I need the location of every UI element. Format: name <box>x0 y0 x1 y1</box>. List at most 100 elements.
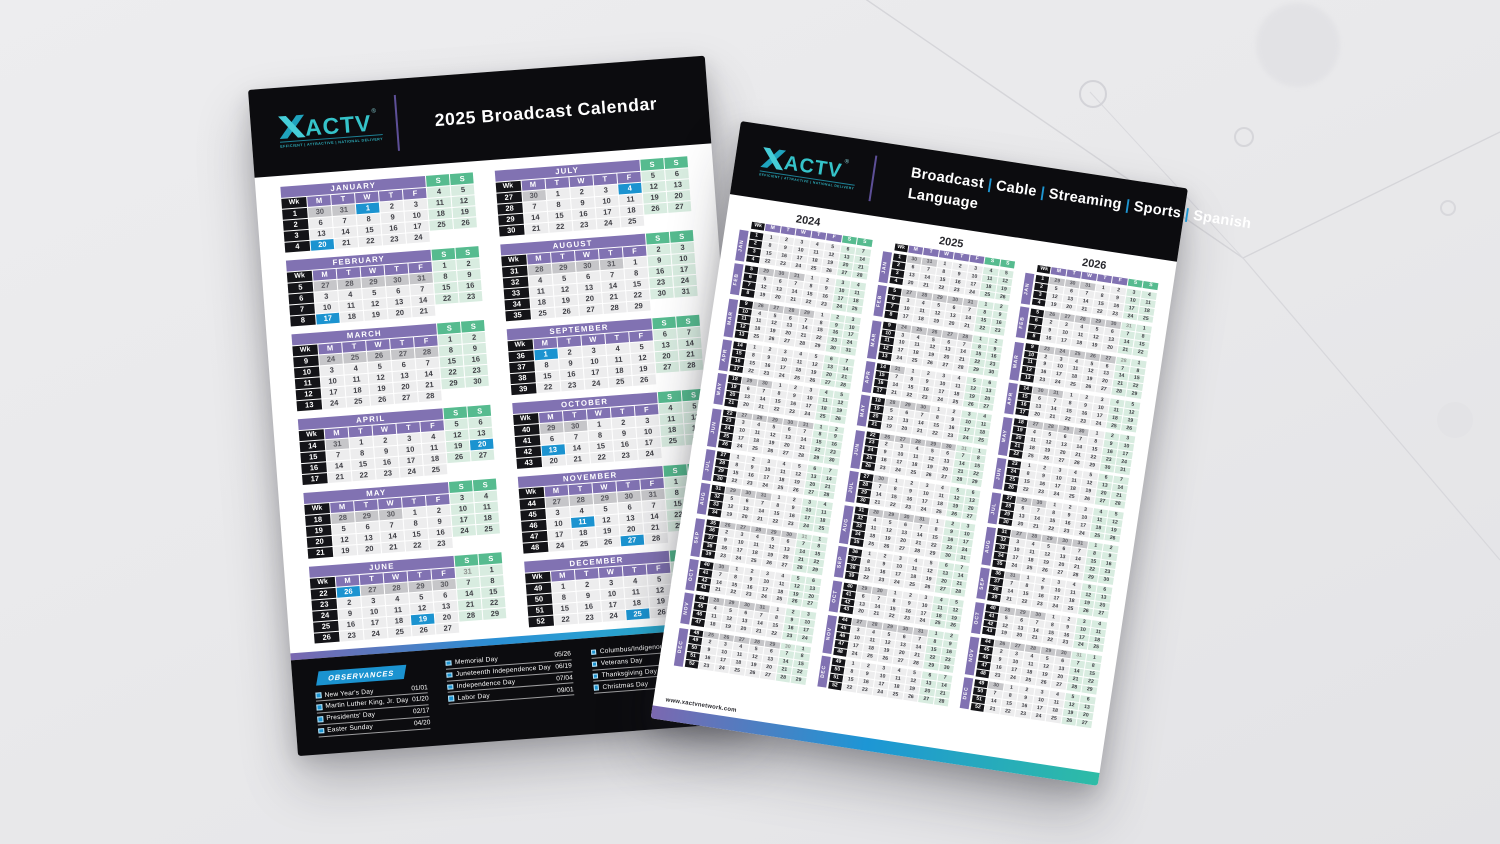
weekend-day-cell: 11 <box>475 501 499 514</box>
day-cell: 28 <box>568 494 593 507</box>
day-cell: 23 <box>989 326 1006 336</box>
weekend-day-cell: 24 <box>452 525 477 537</box>
day-cell: 15 <box>547 210 572 222</box>
day-cell: 12 <box>594 514 619 527</box>
day-cell: 25 <box>771 595 787 605</box>
day-cell: 25 <box>862 651 878 661</box>
day-cell: 25 <box>1065 380 1081 390</box>
day-cell: 22 <box>726 476 743 486</box>
holiday-square-icon <box>315 692 322 699</box>
day-cell: 21 <box>886 388 902 398</box>
weekend-day-cell: 4 <box>658 402 683 415</box>
weekend-day-cell: 31 <box>673 285 698 298</box>
day-cell: 6 <box>308 217 333 229</box>
day-cell: 31 <box>599 258 624 271</box>
weekend-day-cell: 25 <box>429 219 454 231</box>
week-number: 48 <box>832 647 847 657</box>
weekend-day-cell: 3 <box>450 492 474 504</box>
day-cell: 19 <box>364 309 388 321</box>
week-number: 21 <box>867 420 882 430</box>
day-cell: 24 <box>915 505 932 515</box>
day-cell: 21 <box>524 222 549 235</box>
day-cell: 16 <box>613 438 637 451</box>
day-cell: 24 <box>1030 712 1047 722</box>
day-cell: 28 <box>951 475 967 485</box>
empty-cell <box>442 389 466 401</box>
weekend-day-cell: 14 <box>677 337 702 350</box>
day-cell: 29 <box>808 454 824 464</box>
day-cell: 2 <box>611 416 636 429</box>
day-cell: 22 <box>358 235 383 248</box>
day-cell: 11 <box>624 586 648 599</box>
day-cell: 14 <box>380 530 405 543</box>
day-cell: 31 <box>325 438 350 451</box>
empty-cell <box>675 297 699 309</box>
day-cell: 25 <box>887 690 904 700</box>
month-table-april: APRIL S S Wk M T W T F 5 6 14 31 1 2 3 4 12 13 15 7 8 9 10 11 19 2… <box>297 404 496 486</box>
day-cell: 31 <box>640 488 665 501</box>
day-cell: 23 <box>874 464 891 474</box>
header-divider <box>868 155 878 202</box>
left-page-header: ACTV ® EFFICIENT | ATTRACTIVE | NATIONAL… <box>248 55 712 178</box>
day-cell: 1 <box>533 348 558 361</box>
weekday-header: T <box>780 226 796 236</box>
day-cell: 25 <box>530 307 555 320</box>
day-cell: 23 <box>613 449 638 462</box>
weekend-day-cell: 16 <box>648 265 673 278</box>
week-number: 17 <box>1015 407 1030 417</box>
day-cell: 25 <box>904 580 920 590</box>
day-cell: 19 <box>881 422 897 432</box>
day-cell: 25 <box>772 483 789 493</box>
day-cell: 27 <box>936 473 952 483</box>
day-cell: 7 <box>410 283 435 296</box>
weekend-day-cell: 4 <box>427 186 451 198</box>
day-cell: 21 <box>911 427 928 437</box>
week-number: 32 <box>502 276 529 289</box>
day-cell: 26 <box>804 376 821 386</box>
day-cell: 28 <box>909 546 925 556</box>
day-cell: 28 <box>933 697 950 707</box>
weekend-day-cell: 27 <box>655 361 680 374</box>
week-number: 39 <box>844 571 859 581</box>
week-number: 34 <box>707 508 722 518</box>
day-cell: 1 <box>349 436 374 449</box>
holiday-square-icon <box>591 661 598 668</box>
header-divider <box>393 94 400 151</box>
day-cell: 24 <box>363 628 388 640</box>
day-cell: 21 <box>643 521 668 534</box>
day-cell: 20 <box>770 293 786 303</box>
day-cell: 16 <box>375 456 399 469</box>
day-cell: 29 <box>551 262 576 274</box>
day-cell: 13 <box>541 444 565 457</box>
day-cell: 22 <box>901 390 918 400</box>
day-cell: 26 <box>830 414 846 424</box>
day-cell: 21 <box>334 237 359 249</box>
day-cell: 23 <box>856 685 873 695</box>
weekday-header: W <box>592 481 616 494</box>
weekend-day-cell: 25 <box>661 435 685 447</box>
day-cell: 2 <box>337 597 362 609</box>
day-cell: 27 <box>391 348 415 360</box>
day-cell: 26 <box>367 350 391 362</box>
day-cell: 29 <box>790 675 807 685</box>
day-cell: 26 <box>1061 716 1077 726</box>
day-cell: 29 <box>1084 461 1100 471</box>
week-number: 23 <box>311 598 338 611</box>
week-number: 7 <box>289 303 315 316</box>
weekend-header: S <box>1143 281 1159 291</box>
weekday-header: W <box>795 228 811 238</box>
day-cell: 25 <box>813 524 829 534</box>
day-cell: 27 <box>934 585 951 595</box>
week-number: 28 <box>496 202 523 215</box>
day-cell: 23 <box>560 379 585 392</box>
weekend-day-cell: 2 <box>646 243 671 256</box>
day-cell: 15 <box>404 528 429 541</box>
day-cell: 27 <box>779 337 795 347</box>
weekend-day-cell: 5 <box>444 418 469 431</box>
day-cell: 5 <box>362 287 387 299</box>
day-cell: 28 <box>1066 682 1082 692</box>
weekend-day-cell: 6 <box>653 328 677 341</box>
weekend-day-cell: 19 <box>642 191 667 204</box>
day-cell: 28 <box>602 302 627 314</box>
day-cell: 27 <box>1053 456 1070 466</box>
